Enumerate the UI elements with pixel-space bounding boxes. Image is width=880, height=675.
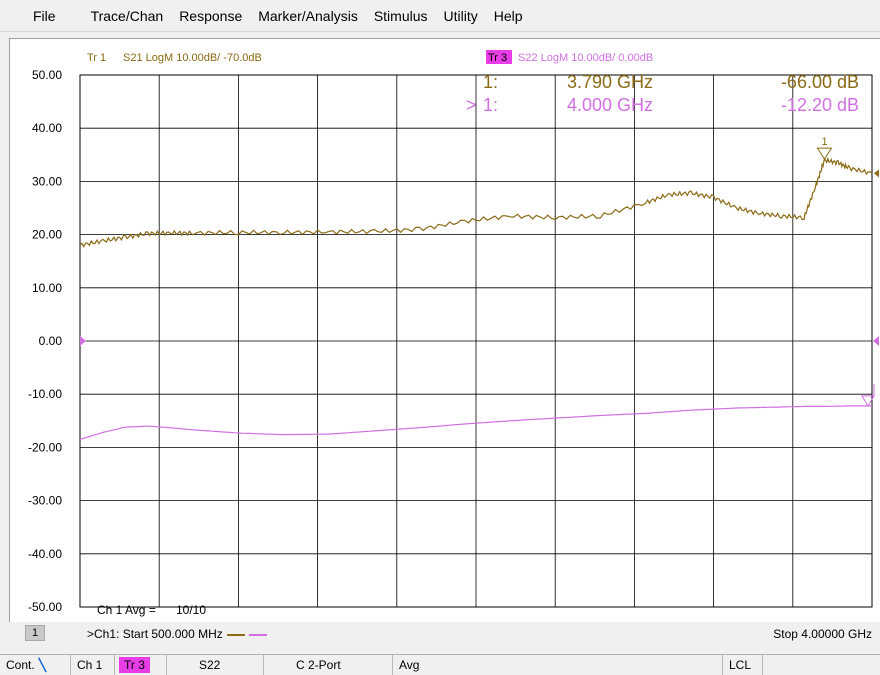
status-calibration[interactable]: C 2-Port <box>264 655 393 675</box>
menu-response[interactable]: Response <box>179 7 243 24</box>
ref-pointer-left-icon <box>80 336 86 346</box>
y-tick-label: -40.00 <box>28 547 62 561</box>
status-mode[interactable]: Cont. ╲ <box>0 655 71 675</box>
marker-3-freq: 4.000 GHz <box>567 95 653 115</box>
ref-pointer-right-icon <box>873 336 879 346</box>
y-tick-label: 50.00 <box>32 68 62 82</box>
start-freq-label: >Ch1: Start 500.000 MHz <box>87 627 223 641</box>
channel-number-box[interactable]: 1 <box>25 625 45 641</box>
status-bar: Cont. ╲ Ch 1 Tr 3 S22 C 2-Port Avg LCL <box>0 654 880 675</box>
trace-3-legend-line <box>248 633 267 636</box>
marker-1-value: -66.00 dB <box>781 72 859 92</box>
menu-marker-analysis[interactable]: Marker/Analysis <box>258 7 358 24</box>
trace-1-label[interactable]: Tr 1 <box>87 52 106 64</box>
trace-1-desc[interactable]: S21 LogM 10.00dB/ -70.0dB <box>123 52 262 64</box>
menu-stimulus[interactable]: Stimulus <box>373 7 428 24</box>
status-remote[interactable]: LCL <box>723 655 763 675</box>
y-tick-label: -50.00 <box>28 600 62 614</box>
active-marker-indicator: > <box>466 95 477 115</box>
marker-1-freq: 3.790 GHz <box>567 72 653 92</box>
menu-help[interactable]: Help <box>493 7 523 24</box>
traces <box>79 156 873 440</box>
trace-3-label[interactable]: Tr 3 <box>488 52 507 64</box>
ref-pointer-s21-icon <box>874 169 879 178</box>
trace-3-desc[interactable]: S22 LogM 10.00dB/ 0.00dB <box>518 52 653 64</box>
reference-pointers <box>80 169 879 346</box>
menu-bar: File Trace/Chan Response Marker/Analysis… <box>0 0 880 32</box>
y-axis-ticks: 50.00 40.00 30.00 20.00 10.00 0.00 -10.00 -20.0… <box>28 68 62 614</box>
status-mode-label: Cont. <box>6 658 35 672</box>
y-tick-label: 40.00 <box>32 121 62 135</box>
menu-utility[interactable]: Utility <box>443 7 478 24</box>
trace-s22-line <box>79 405 872 440</box>
marker-1-id: 1: <box>483 72 498 92</box>
trace-plot[interactable]: 50.00 40.00 30.00 20.00 10.00 0.00 -10.00 -20.0… <box>10 39 880 623</box>
y-tick-label: -20.00 <box>28 440 62 454</box>
graticule <box>79 74 873 608</box>
trace-1-legend-line <box>226 633 245 636</box>
channel-start-freq[interactable]: >Ch1: Start 500.000 MHz <box>87 627 267 641</box>
trace-s21-line <box>79 156 873 248</box>
marker-3-triangle-icon <box>861 395 875 407</box>
averaging-label: Ch 1 Avg = <box>97 603 156 617</box>
marker-3-id: 1: <box>483 95 498 115</box>
marker-3-value: -12.20 dB <box>781 95 859 115</box>
y-tick-label: 20.00 <box>32 228 62 242</box>
y-tick-label: 10.00 <box>32 281 62 295</box>
status-channel[interactable]: Ch 1 <box>71 655 115 675</box>
status-trace[interactable]: Tr 3 <box>115 655 167 675</box>
y-tick-label: -30.00 <box>28 494 62 508</box>
menu-trace-chan[interactable]: Trace/Chan <box>90 7 164 24</box>
marker-1-flag-label: 1 <box>821 136 827 148</box>
status-trace-badge: Tr 3 <box>119 657 150 673</box>
marker-flags: 1 <box>816 136 875 407</box>
menu-file[interactable]: File <box>33 7 56 24</box>
status-averaging[interactable]: Avg <box>393 655 723 675</box>
trace-3-badge[interactable] <box>486 50 512 64</box>
y-tick-label: 30.00 <box>32 174 62 188</box>
averaging-value: 10/10 <box>176 603 206 617</box>
y-tick-label: 0.00 <box>39 334 63 348</box>
status-param[interactable]: S22 <box>167 655 264 675</box>
channel-stop-freq[interactable]: Stop 4.00000 GHz <box>773 627 872 641</box>
channel-footer: 1 >Ch1: Start 500.000 MHz Stop 4.00000 G… <box>9 622 880 645</box>
y-tick-label: -10.00 <box>28 387 62 401</box>
measurement-display: 50.00 40.00 30.00 20.00 10.00 0.00 -10.00 -20.0… <box>9 38 880 645</box>
sweep-indicator-icon: ╲ <box>38 658 46 672</box>
marker-1-triangle-icon <box>816 147 833 161</box>
